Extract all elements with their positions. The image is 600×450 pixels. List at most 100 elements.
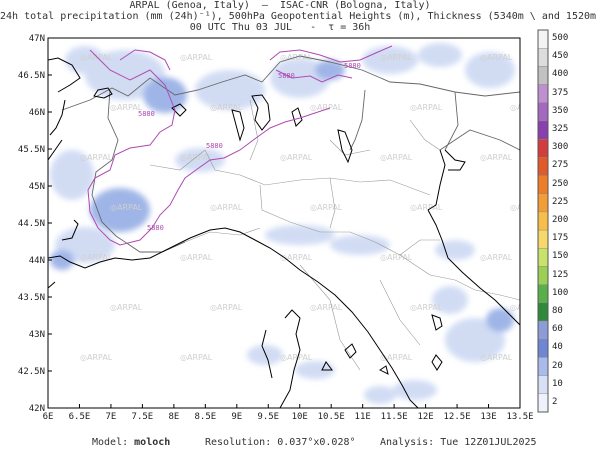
- watermark-text: ◎ARPAL: [280, 153, 313, 162]
- colorbar-label: 250: [552, 178, 569, 189]
- watermark-text: ◎ARPAL: [110, 303, 143, 312]
- model-label: Model:: [92, 437, 129, 448]
- lat-tick-label: 42.5N: [18, 367, 45, 377]
- colorbar-label: 375: [552, 87, 569, 98]
- colorbar-label: 500: [552, 33, 569, 44]
- axis-ticks: 6E 6.5E 7E 7.5E 8E 8.5E 9E 9.5E 10E 10.5E 11E 11.5E…: [18, 34, 534, 422]
- contour-label: 5880: [147, 224, 164, 232]
- title-line-2: 24h total precipitation (mm (24h)⁻¹), 50…: [0, 11, 600, 22]
- watermark-text: ◎ARPAL: [110, 103, 143, 112]
- colorbar-swatch: [537, 47, 549, 67]
- lon-tick-label: 12.5E: [444, 412, 471, 422]
- contour-label: 5880: [278, 72, 295, 80]
- watermark-text: ◎ARPAL: [510, 103, 543, 112]
- colorbar-swatch: [537, 302, 549, 322]
- colorbar-swatch: [537, 193, 549, 213]
- watermark-text: ◎ARPAL: [410, 103, 443, 112]
- lon-tick-label: 9E: [231, 412, 242, 422]
- lon-tick-label: 13E: [480, 412, 496, 422]
- national-borders: [61, 55, 520, 253]
- colorbar-label: 80: [552, 305, 563, 316]
- colorbar-label: 300: [552, 142, 569, 153]
- footer-resolution: Resolution: 0.037°x0.028°: [205, 437, 356, 448]
- watermark-text: ◎ARPAL: [210, 303, 243, 312]
- colorbar-swatch: [537, 229, 549, 249]
- watermark-text: ◎ARPAL: [380, 153, 413, 162]
- lat-tick-label: 46.5N: [18, 71, 45, 81]
- lon-tick-label: 12E: [417, 412, 433, 422]
- colorbar-label: 60: [552, 324, 563, 335]
- title-line-3: 00 UTC Thu 03 JUL - τ = 36h: [189, 22, 371, 33]
- watermark-text: ◎ARPAL: [280, 253, 313, 262]
- colorbar-swatch: [537, 102, 549, 122]
- watermark-text: ◎ARPAL: [180, 153, 213, 162]
- watermark-text: ◎ARPAL: [80, 153, 113, 162]
- colorbar-label: 125: [552, 269, 569, 280]
- lon-tick-label: 7.5E: [132, 412, 154, 422]
- watermark-text: ◎ARPAL: [180, 353, 213, 362]
- watermark-text: ◎ARPAL: [210, 203, 243, 212]
- watermark-text: ◎ARPAL: [80, 353, 113, 362]
- colorbar-label: 100: [552, 287, 569, 298]
- lat-tick-label: 43N: [29, 330, 45, 340]
- contour-labels: 5880 5880 5880 5880 5880: [138, 62, 361, 232]
- lon-tick-label: 13.5E: [506, 412, 533, 422]
- lat-tick-label: 45.5N: [18, 145, 45, 155]
- watermark-text: ◎ARPAL: [410, 303, 443, 312]
- colorbar-label: 275: [552, 160, 569, 171]
- watermark-text: ◎ARPAL: [510, 203, 543, 212]
- watermark-text: ◎ARPAL: [380, 53, 413, 62]
- colorbar-swatch: [537, 266, 549, 285]
- colorbar-swatch: [537, 120, 549, 140]
- colorbar-label: 10: [552, 378, 563, 389]
- colorbar-swatch: [537, 248, 549, 267]
- lon-tick-label: 11.5E: [381, 412, 408, 422]
- lat-tick-label: 44N: [29, 256, 45, 266]
- colorbar-label: 225: [552, 196, 569, 207]
- colorbar-swatch: [537, 175, 549, 194]
- footer-model: Model: moloch: [92, 437, 170, 448]
- watermarks: ◎ARPAL ◎ARPAL ◎ARPAL ◎ARPAL ◎ARPAL ◎ARPAL ◎ARP…: [80, 53, 543, 362]
- watermark-text: ◎ARPAL: [480, 353, 513, 362]
- lon-tick-label: 6.5E: [69, 412, 91, 422]
- watermark-text: ◎ARPAL: [180, 53, 213, 62]
- watermark-text: ◎ARPAL: [480, 53, 513, 62]
- model-name: moloch: [134, 437, 171, 448]
- colorbar-label: 20: [552, 360, 563, 371]
- colorbar-label: 2: [552, 396, 558, 407]
- title-line-1: ARPAL (Genoa, Italy) — ISAC-CNR (Bologna…: [129, 0, 431, 11]
- colorbar-label: 40: [552, 342, 563, 353]
- colorbar-swatch: [537, 375, 549, 395]
- contour-label: 5880: [138, 110, 155, 118]
- lon-tick-label: 6E: [43, 412, 54, 422]
- lat-tick-label: 43.5N: [18, 293, 45, 303]
- colorbar-label: 400: [552, 69, 569, 80]
- lon-tick-label: 9.5E: [257, 412, 279, 422]
- footer-analysis: Analysis: Tue 12Z01JUL2025: [380, 437, 537, 448]
- lon-tick-label: 10.5E: [318, 412, 345, 422]
- watermark-text: ◎ARPAL: [310, 303, 343, 312]
- watermark-text: ◎ARPAL: [480, 153, 513, 162]
- watermark-text: ◎ARPAL: [210, 103, 243, 112]
- lat-tick-label: 44.5N: [18, 219, 45, 229]
- lon-tick-label: 7E: [106, 412, 117, 422]
- lat-tick-label: 46N: [29, 108, 45, 118]
- geopotential-contours: [87, 45, 393, 246]
- watermark-text: ◎ARPAL: [310, 103, 343, 112]
- lon-tick-label: 11E: [355, 412, 371, 422]
- lon-tick-label: 8.5E: [194, 412, 216, 422]
- colorbar-swatch: [537, 138, 549, 158]
- watermark-text: ◎ARPAL: [480, 253, 513, 262]
- lat-tick-label: 47N: [29, 34, 45, 44]
- watermark-text: ◎ARPAL: [110, 203, 143, 212]
- colorbar-frame: [537, 29, 549, 413]
- colorbar-label: 450: [552, 51, 569, 62]
- lon-tick-label: 10E: [292, 412, 308, 422]
- colorbar-label: 175: [552, 233, 569, 244]
- colorbar-label: 150: [552, 251, 569, 262]
- colorbar-label: 325: [552, 124, 569, 135]
- colorbar-swatch: [537, 393, 549, 413]
- colorbar-swatch: [537, 320, 549, 340]
- watermark-text: ◎ARPAL: [80, 53, 113, 62]
